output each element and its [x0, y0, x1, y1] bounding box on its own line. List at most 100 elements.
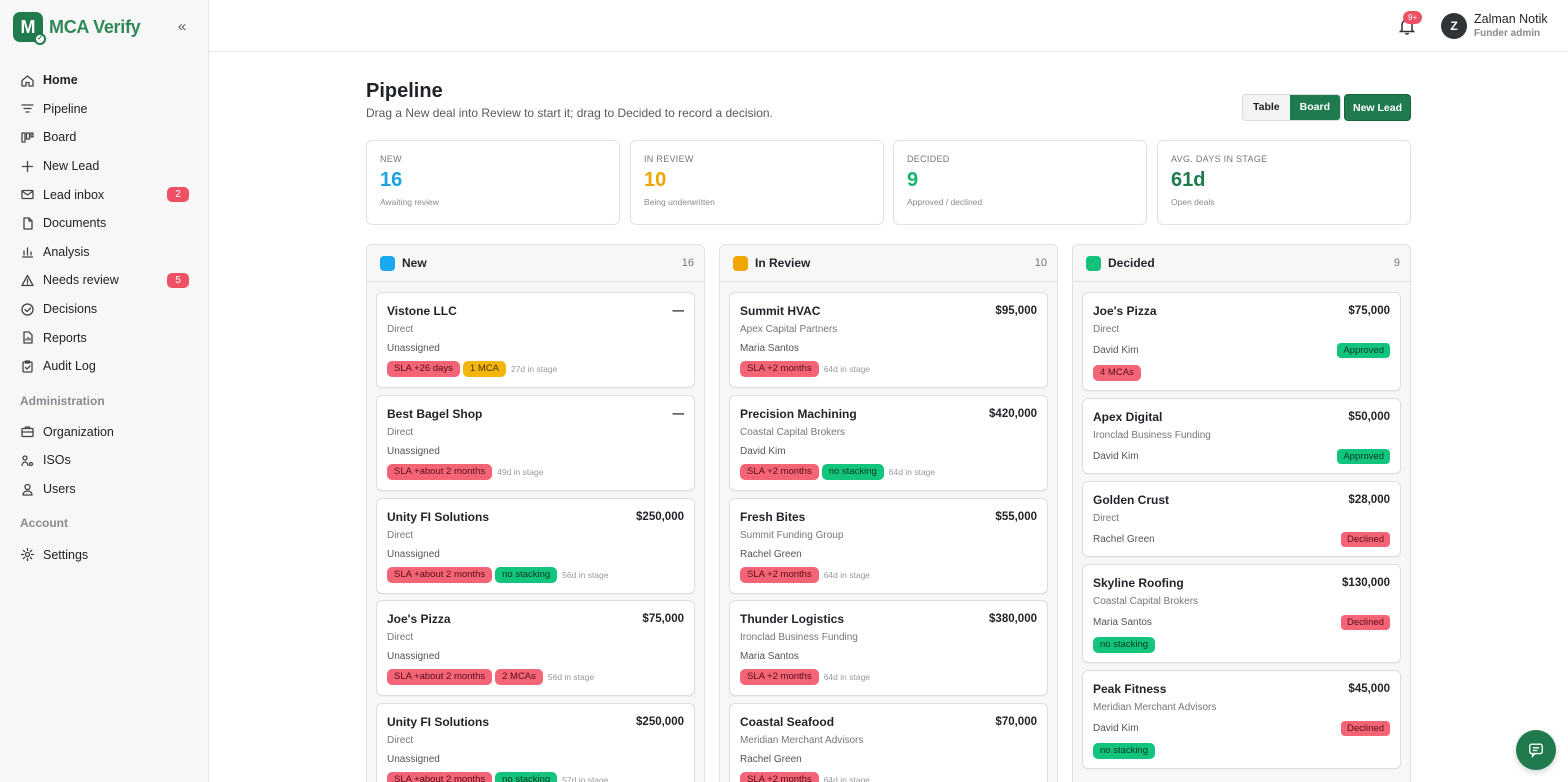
column-header: Decided 9 — [1073, 245, 1410, 282]
days-in-stage: 64d in stage — [888, 467, 936, 477]
column-color-dot — [1086, 255, 1101, 271]
tag-sla-2-months: SLA +2 months — [740, 669, 819, 685]
deal-amount: $55,000 — [995, 511, 1037, 523]
sidebar-item-board[interactable]: Board — [0, 123, 209, 152]
column-in-review: In Review 10 Summit HVAC $95,000 Apex Capita… — [719, 244, 1058, 782]
deal-card[interactable]: Thunder Logistics $380,000 Ironclad Busine… — [729, 600, 1048, 696]
deal-owner: David Kim — [1093, 451, 1139, 462]
deal-card[interactable]: Precision Machining $420,000 Coastal Capit… — [729, 395, 1048, 491]
deal-source: Direct — [387, 530, 414, 541]
sidebar-item-reports[interactable]: Reports — [0, 323, 209, 352]
sidebar-item-settings[interactable]: Settings — [0, 540, 209, 569]
app-name: MCA Verify — [49, 16, 141, 37]
sidebar-item-label: Needs review — [43, 273, 119, 288]
deal-source: Direct — [387, 324, 414, 335]
deal-title: Golden Crust — [1093, 493, 1170, 507]
column-header: In Review 10 — [720, 245, 1057, 282]
deal-card[interactable]: Summit HVAC $95,000 Apex Capital Partners M… — [729, 292, 1048, 388]
user-name[interactable]: Zalman Notik — [1474, 12, 1548, 26]
chat-icon[interactable] — [1516, 730, 1556, 770]
sidebar-item-isos[interactable]: ISOs — [0, 446, 209, 475]
page-title: Pipeline — [366, 80, 443, 102]
deal-amount: $380,000 — [989, 613, 1037, 625]
deal-card[interactable]: Peak Fitness $45,000 Meridian Merchant Adv… — [1082, 670, 1401, 769]
new-lead-button[interactable]: New Lead — [1344, 94, 1411, 121]
deal-title: Precision Machining — [740, 407, 857, 421]
deal-title: Thunder Logistics — [740, 612, 845, 626]
deal-amount: $45,000 — [1348, 683, 1390, 695]
board-icon — [20, 130, 35, 145]
deal-card[interactable]: Coastal Seafood $70,000 Meridian Merchant … — [729, 703, 1048, 782]
bar-chart-icon — [20, 244, 35, 259]
deal-card[interactable]: Unity FI Solutions $250,000 Direct Unassign… — [376, 498, 695, 594]
deal-card[interactable]: Fresh Bites $55,000 Summit Funding Group Ra… — [729, 498, 1048, 594]
logo-icon: M ✓ — [13, 12, 46, 45]
deal-card[interactable]: Golden Crust $28,000 Direct Rachel Green Dec… — [1082, 481, 1401, 557]
stat-card-in-review: IN REVIEW 10 Being underwritten — [630, 140, 884, 225]
sidebar-item-new-lead[interactable]: New Lead — [0, 152, 209, 181]
sidebar-nav: Home Pipeline Board New Lead Lead inbox 2 Docu… — [0, 66, 209, 569]
sidebar-item-label: Reports — [43, 330, 87, 345]
deal-title: Unity FI Solutions — [387, 715, 489, 729]
report-icon — [20, 330, 35, 345]
deal-amount: $50,000 — [1348, 411, 1390, 423]
tag-no-stacking: no stacking — [495, 772, 558, 782]
sidebar-item-audit-log[interactable]: Audit Log — [0, 352, 209, 381]
sidebar-item-label: Pipeline — [43, 101, 88, 116]
deal-amount: $70,000 — [995, 716, 1037, 728]
sidebar-item-analysis[interactable]: Analysis — [0, 238, 209, 267]
user-icon — [20, 482, 35, 497]
sidebar-item-needs-review[interactable]: Needs review 5 — [0, 266, 209, 295]
count-badge: 2 — [167, 187, 189, 203]
deal-tags: SLA +about 2 months 49d in stage — [387, 464, 543, 480]
stat-value: 9 — [907, 169, 919, 191]
deal-card[interactable]: Vistone LLC — Direct Unassigned SLA +26 days… — [376, 292, 695, 388]
deal-card[interactable]: Best Bagel Shop — Direct Unassigned SLA +abo… — [376, 395, 695, 491]
tag-no-stacking: no stacking — [495, 567, 558, 583]
sidebar-item-home[interactable]: Home — [0, 66, 209, 95]
deal-card[interactable]: Skyline Roofing $130,000 Coastal Capital B… — [1082, 564, 1401, 663]
sidebar-item-label: Organization — [43, 424, 114, 439]
deal-tags: SLA +about 2 months no stacking 57d in sta… — [387, 772, 609, 782]
filter-icon — [20, 101, 35, 116]
deal-owner: Maria Santos — [740, 651, 799, 662]
sidebar-item-organization[interactable]: Organization — [0, 418, 209, 447]
deal-source: Meridian Merchant Advisors — [740, 735, 864, 746]
deal-tags: SLA +2 months no stacking 64d in stage — [740, 464, 935, 480]
decision-status-badge: Approved — [1337, 449, 1390, 464]
deal-owner: Rachel Green — [1093, 534, 1155, 545]
sidebar-item-label: Audit Log — [43, 359, 96, 374]
clipboard-icon — [20, 359, 35, 374]
decision-status-badge: Declined — [1341, 721, 1390, 736]
sidebar-item-label: Settings — [43, 547, 89, 562]
sidebar-item-lead-inbox[interactable]: Lead inbox 2 — [0, 180, 209, 209]
deal-card[interactable]: Joe's Pizza $75,000 Direct David Kim Approve… — [1082, 292, 1401, 391]
column-color-dot — [380, 255, 395, 271]
deal-owner: David Kim — [740, 446, 786, 457]
check-circle-icon — [20, 302, 35, 317]
table-view-button[interactable]: Table — [1243, 95, 1290, 120]
deal-tags: no stacking — [1093, 637, 1158, 653]
sidebar-item-decisions[interactable]: Decisions — [0, 295, 209, 324]
deal-card[interactable]: Unity FI Solutions $250,000 Direct Unassign… — [376, 703, 695, 782]
brand[interactable]: M ✓ MCA Verify — [13, 12, 141, 45]
collapse-sidebar-icon[interactable]: « — [177, 18, 187, 35]
tag-no-stacking: no stacking — [821, 464, 884, 480]
column-count: 9 — [1393, 257, 1400, 269]
deal-amount: $95,000 — [995, 305, 1037, 317]
warning-icon — [20, 273, 35, 288]
column-header: New 16 — [367, 245, 704, 282]
deal-card[interactable]: Joe's Pizza $75,000 Direct Unassigned SLA +a… — [376, 600, 695, 696]
sidebar-item-pipeline[interactable]: Pipeline — [0, 95, 209, 124]
stat-caption: Open deals — [1171, 197, 1215, 207]
deal-amount: $250,000 — [636, 511, 684, 523]
avatar[interactable]: Z — [1441, 13, 1467, 39]
deal-card[interactable]: Apex Digital $50,000 Ironclad Business Fun… — [1082, 398, 1401, 474]
sidebar-item-documents[interactable]: Documents — [0, 209, 209, 238]
days-in-stage: 56d in stage — [562, 570, 609, 580]
sidebar-item-users[interactable]: Users — [0, 475, 209, 504]
board-view-button[interactable]: Board — [1289, 95, 1340, 120]
tag-2-mcas: 2 MCAs — [495, 669, 543, 685]
deal-title: Summit HVAC — [740, 304, 821, 318]
sidebar-item-label: Documents — [43, 216, 107, 231]
